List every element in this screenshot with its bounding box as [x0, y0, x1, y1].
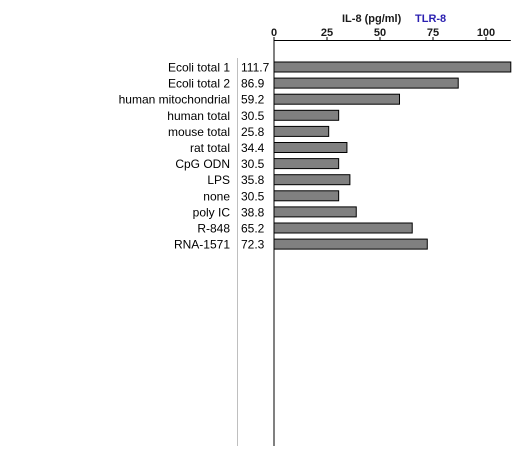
- chart-title: IL-8 (pg/ml): [342, 13, 402, 25]
- value-label: 35.8: [241, 173, 265, 187]
- value-label: 86.9: [241, 77, 265, 91]
- category-label: CpG ODN: [175, 157, 230, 171]
- x-tick-label: 75: [427, 27, 439, 39]
- x-tick-label: 100: [477, 27, 495, 39]
- bar: [273, 93, 401, 105]
- value-label: 30.5: [241, 109, 265, 123]
- category-label: R-848: [197, 222, 230, 236]
- x-tick-label: 0: [271, 27, 277, 39]
- value-label: 72.3: [241, 238, 265, 252]
- value-label: 65.2: [241, 222, 265, 236]
- value-label: 30.5: [241, 189, 265, 203]
- bar: [273, 158, 340, 170]
- value-labels: 111.7 86.9 59.2 30.5 25.8 34.4 30.5 35.8 30.5 38.…: [241, 61, 270, 252]
- x-tick-label: 50: [374, 27, 386, 39]
- category-label: LPS: [207, 173, 230, 187]
- value-label: 30.5: [241, 157, 265, 171]
- value-label: 111.7: [241, 61, 270, 75]
- bars: [273, 61, 512, 250]
- value-label: 34.4: [241, 141, 265, 155]
- category-label: human mitochondrial: [119, 93, 230, 107]
- bar: [273, 109, 340, 121]
- value-label: 38.8: [241, 205, 265, 219]
- category-label: none: [203, 189, 230, 203]
- category-label: mouse total: [168, 125, 230, 139]
- bar: [273, 61, 512, 73]
- x-tick-label: 25: [321, 27, 333, 39]
- bar: [273, 222, 413, 234]
- category-label: Ecoli total 2: [168, 77, 230, 91]
- category-label: Ecoli total 1: [168, 61, 230, 75]
- bar: [273, 238, 428, 250]
- category-label: human total: [167, 109, 230, 123]
- bar: [273, 190, 340, 202]
- category-label: rat total: [190, 141, 230, 155]
- bar: [273, 125, 330, 137]
- value-label: 59.2: [241, 93, 265, 107]
- bar: [273, 206, 357, 218]
- x-axis: 0 25 50 75 100: [271, 27, 511, 446]
- category-labels: Ecoli total 1 Ecoli total 2 human mitochon…: [119, 61, 231, 252]
- bar: [273, 77, 459, 89]
- bar: [273, 142, 348, 153]
- bar: [273, 174, 351, 186]
- value-label: 25.8: [241, 125, 265, 139]
- chart-subtitle: TLR-8: [415, 13, 446, 25]
- category-label: poly IC: [193, 205, 231, 219]
- category-label: RNA-1571: [174, 238, 230, 252]
